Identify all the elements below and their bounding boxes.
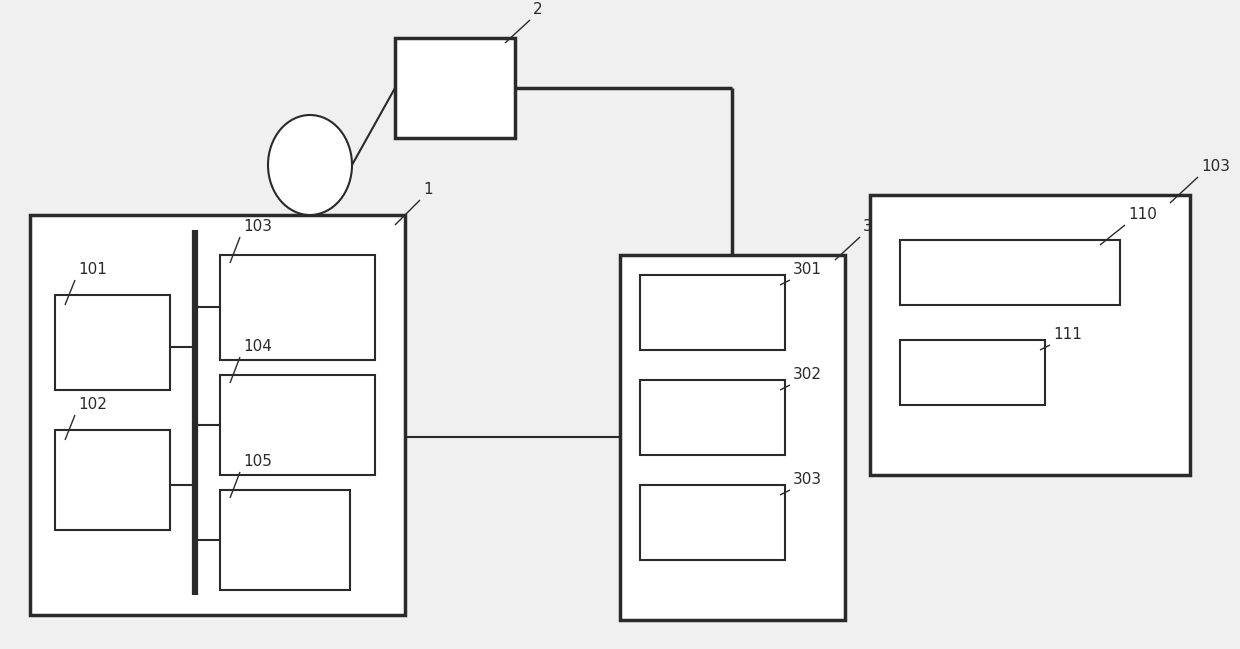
Text: 301: 301: [794, 262, 822, 277]
Bar: [640, 275, 785, 350]
Text: 2: 2: [533, 2, 543, 17]
Ellipse shape: [268, 115, 352, 215]
Text: 101: 101: [78, 262, 107, 277]
Bar: [640, 485, 785, 560]
Bar: [219, 490, 350, 590]
Text: 3: 3: [863, 219, 873, 234]
Text: 111: 111: [1053, 327, 1081, 342]
Bar: [870, 195, 1190, 475]
Bar: [900, 340, 1045, 405]
Text: 103: 103: [243, 219, 272, 234]
Text: 102: 102: [78, 397, 107, 412]
Text: 1: 1: [423, 182, 433, 197]
Bar: [620, 255, 844, 620]
Text: 103: 103: [1202, 159, 1230, 174]
Bar: [900, 240, 1120, 305]
Bar: [55, 430, 170, 530]
Text: 303: 303: [794, 472, 822, 487]
Bar: [219, 375, 374, 475]
Text: 105: 105: [243, 454, 272, 469]
Text: 104: 104: [243, 339, 272, 354]
Bar: [219, 255, 374, 360]
Text: 110: 110: [1128, 207, 1157, 222]
Bar: [55, 295, 170, 390]
Text: 302: 302: [794, 367, 822, 382]
Bar: [30, 215, 405, 615]
Bar: [640, 380, 785, 455]
Bar: [396, 38, 515, 138]
